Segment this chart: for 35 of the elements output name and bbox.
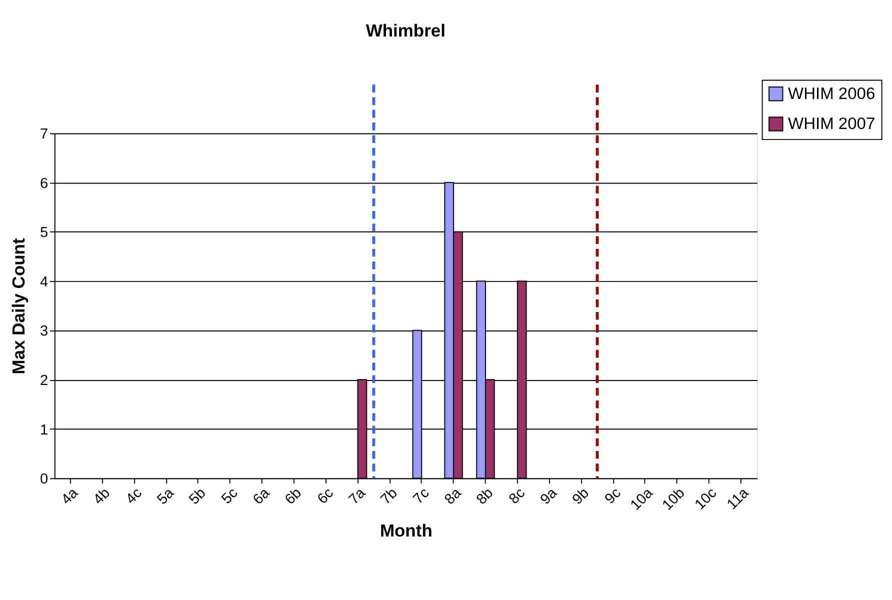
x-tick-label: 8c	[506, 485, 529, 508]
x-tick-label: 9b	[570, 485, 592, 508]
x-tick-label: 8a	[442, 484, 466, 508]
x-tick-label: 8b	[474, 485, 497, 508]
x-tick-label: 4a	[58, 484, 82, 508]
x-tick-label: 4c	[123, 485, 146, 508]
x-tick-label: 10c	[692, 485, 720, 514]
y-tick-label: 1	[40, 422, 48, 438]
chart-title: Whimbrel	[366, 20, 446, 41]
y-tick-label: 4	[40, 274, 48, 290]
y-axis-title: Max Daily Count	[8, 238, 28, 374]
y-tick-label: 0	[40, 472, 48, 488]
x-tick-label: 9a	[538, 484, 562, 508]
y-tick-label: 2	[40, 372, 48, 389]
x-tick-label: 6b	[282, 485, 305, 508]
x-tick-label: 11a	[724, 484, 753, 513]
legend-label: WHIM 2007	[788, 114, 876, 133]
x-tick-label: 7b	[378, 485, 401, 508]
x-tick-label: 7a	[346, 484, 370, 508]
y-tick-label: 3	[40, 324, 48, 340]
x-axis-title: Month	[380, 520, 432, 540]
x-tick-label: 7c	[410, 485, 433, 508]
y-tick-label: 7	[40, 126, 48, 143]
x-tick-label: 4b	[90, 485, 114, 508]
x-tick-label: 10a	[628, 484, 657, 514]
x-tick-label: 6c	[314, 485, 337, 508]
y-tick-label: 6	[40, 176, 48, 192]
x-tick-label: 10b	[660, 485, 688, 514]
x-tick-label: 6a	[250, 484, 274, 508]
x-tick-label: 9c	[602, 485, 624, 508]
x-tick-label: 5c	[218, 485, 242, 508]
legend-label: WHIM 2006	[788, 84, 876, 103]
y-tick-label: 5	[40, 225, 48, 242]
x-tick-label: 5a	[154, 484, 178, 508]
x-tick-label: 5b	[186, 485, 210, 508]
